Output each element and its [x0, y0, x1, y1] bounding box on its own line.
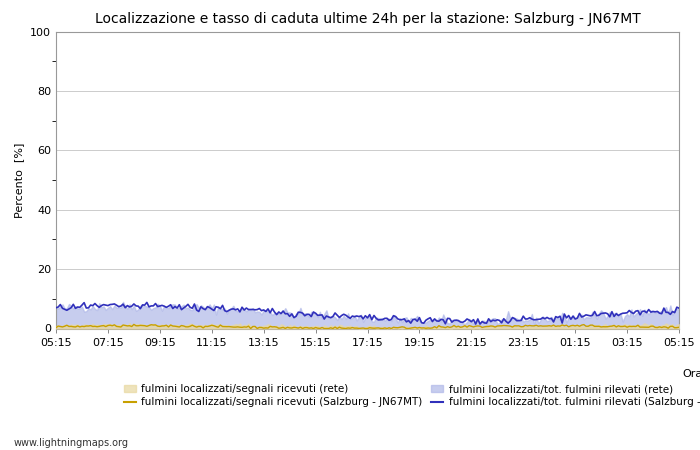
Legend: fulmini localizzati/segnali ricevuti (rete), fulmini localizzati/segnali ricevut: fulmini localizzati/segnali ricevuti (re… [123, 384, 700, 407]
Y-axis label: Percento  [%]: Percento [%] [15, 142, 24, 218]
Text: Orario: Orario [682, 369, 700, 378]
Text: www.lightningmaps.org: www.lightningmaps.org [14, 438, 129, 448]
Title: Localizzazione e tasso di caduta ultime 24h per la stazione: Salzburg - JN67MT: Localizzazione e tasso di caduta ultime … [94, 12, 640, 26]
